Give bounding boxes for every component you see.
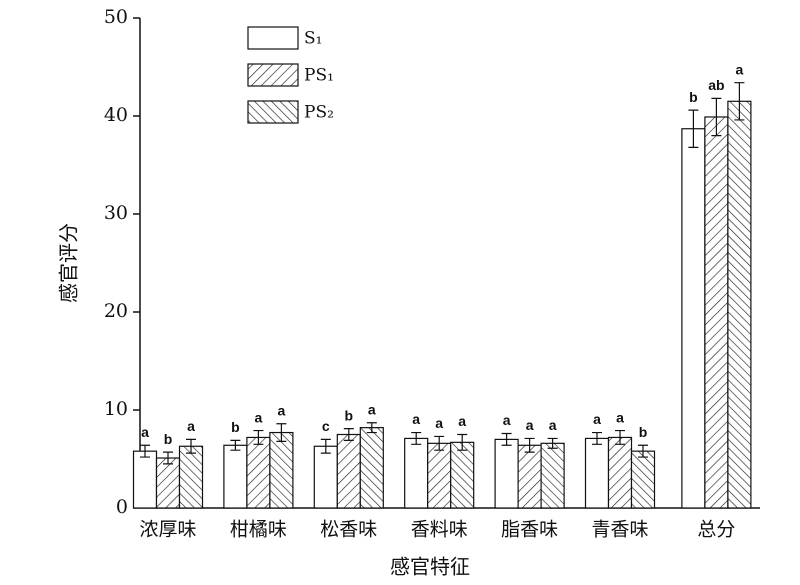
significance-letter: a — [526, 417, 534, 433]
bar — [630, 450, 656, 509]
bar — [404, 437, 429, 509]
significance-letter: a — [736, 61, 744, 77]
error-bar — [547, 437, 558, 449]
bar — [359, 427, 384, 509]
error-bar — [230, 439, 241, 451]
significance-letter: a — [412, 411, 420, 427]
legend-label: S₁ — [304, 29, 322, 49]
bar — [155, 457, 181, 509]
bar — [494, 438, 519, 509]
significance-letter: a — [141, 424, 149, 440]
x-tick-label: 柑橘味 — [230, 519, 287, 541]
error-bar — [711, 97, 722, 137]
significance-letter: b — [639, 424, 648, 440]
significance-letter: a — [593, 411, 601, 427]
significance-letter: b — [164, 431, 173, 447]
y-tick-label: 50 — [104, 6, 128, 28]
bar — [427, 442, 452, 509]
x-tick-label: 浓厚味 — [139, 519, 196, 541]
y-tick-label: 20 — [104, 300, 128, 322]
y-axis-label: 感官评分 — [57, 223, 81, 303]
bar — [223, 444, 248, 509]
error-bar — [411, 431, 422, 445]
x-tick-label: 青香味 — [591, 519, 648, 541]
bar — [517, 444, 542, 509]
error-bar — [366, 422, 377, 434]
error-bar — [688, 109, 699, 148]
x-tick-label: 松香味 — [320, 519, 377, 541]
y-tick-label: 0 — [116, 496, 128, 518]
bar — [681, 128, 706, 509]
bar — [607, 436, 633, 509]
x-tick-label: 香料味 — [411, 519, 468, 541]
significance-letter: a — [549, 417, 557, 433]
significance-letter: a — [503, 412, 511, 428]
error-bar — [638, 444, 648, 458]
error-bar — [163, 451, 173, 465]
significance-letter: ab — [708, 77, 724, 93]
significance-letter: a — [278, 402, 286, 418]
y-tick-label: 30 — [104, 202, 128, 224]
error-bar — [140, 444, 150, 458]
y-tick-label: 10 — [104, 398, 128, 420]
error-bar — [501, 432, 512, 446]
significance-letter: a — [458, 413, 466, 429]
error-bar — [524, 437, 535, 453]
error-bar — [186, 438, 196, 454]
x-tick-label: 总分 — [697, 519, 735, 541]
error-bar — [253, 429, 264, 445]
significance-letter: b — [345, 407, 354, 423]
bar — [450, 441, 475, 509]
error-bar — [343, 428, 354, 441]
bar — [336, 433, 361, 509]
bar — [313, 445, 338, 509]
significance-letter: a — [368, 401, 376, 417]
significance-letter: a — [616, 409, 624, 425]
error-bar — [276, 423, 287, 442]
error-bar — [434, 435, 445, 451]
significance-letter: a — [187, 418, 195, 434]
significance-letter: a — [255, 409, 263, 425]
x-tick-label: 脂香味 — [501, 519, 558, 541]
y-tick-label: 40 — [104, 104, 128, 126]
significance-letter: b — [231, 419, 240, 435]
error-bar — [320, 438, 331, 454]
bar — [178, 445, 204, 509]
legend-swatch — [247, 26, 299, 50]
legend-label: PS₂ — [304, 103, 334, 123]
significance-letter: b — [689, 89, 698, 105]
error-bar — [615, 429, 625, 445]
bar — [727, 100, 752, 509]
bar — [246, 436, 271, 509]
bar — [540, 442, 565, 509]
legend-swatch — [247, 63, 299, 87]
error-bar — [734, 82, 745, 121]
bar — [269, 431, 294, 509]
error-bar — [457, 433, 468, 451]
bar — [704, 116, 729, 509]
significance-letter: a — [435, 415, 443, 431]
error-bar — [592, 431, 602, 445]
x-axis-label: 感官特征 — [390, 555, 470, 579]
significance-letter: c — [322, 418, 330, 434]
bar — [584, 437, 610, 509]
legend-swatch — [247, 100, 299, 124]
bar — [132, 450, 158, 509]
legend-label: PS₁ — [304, 66, 334, 86]
